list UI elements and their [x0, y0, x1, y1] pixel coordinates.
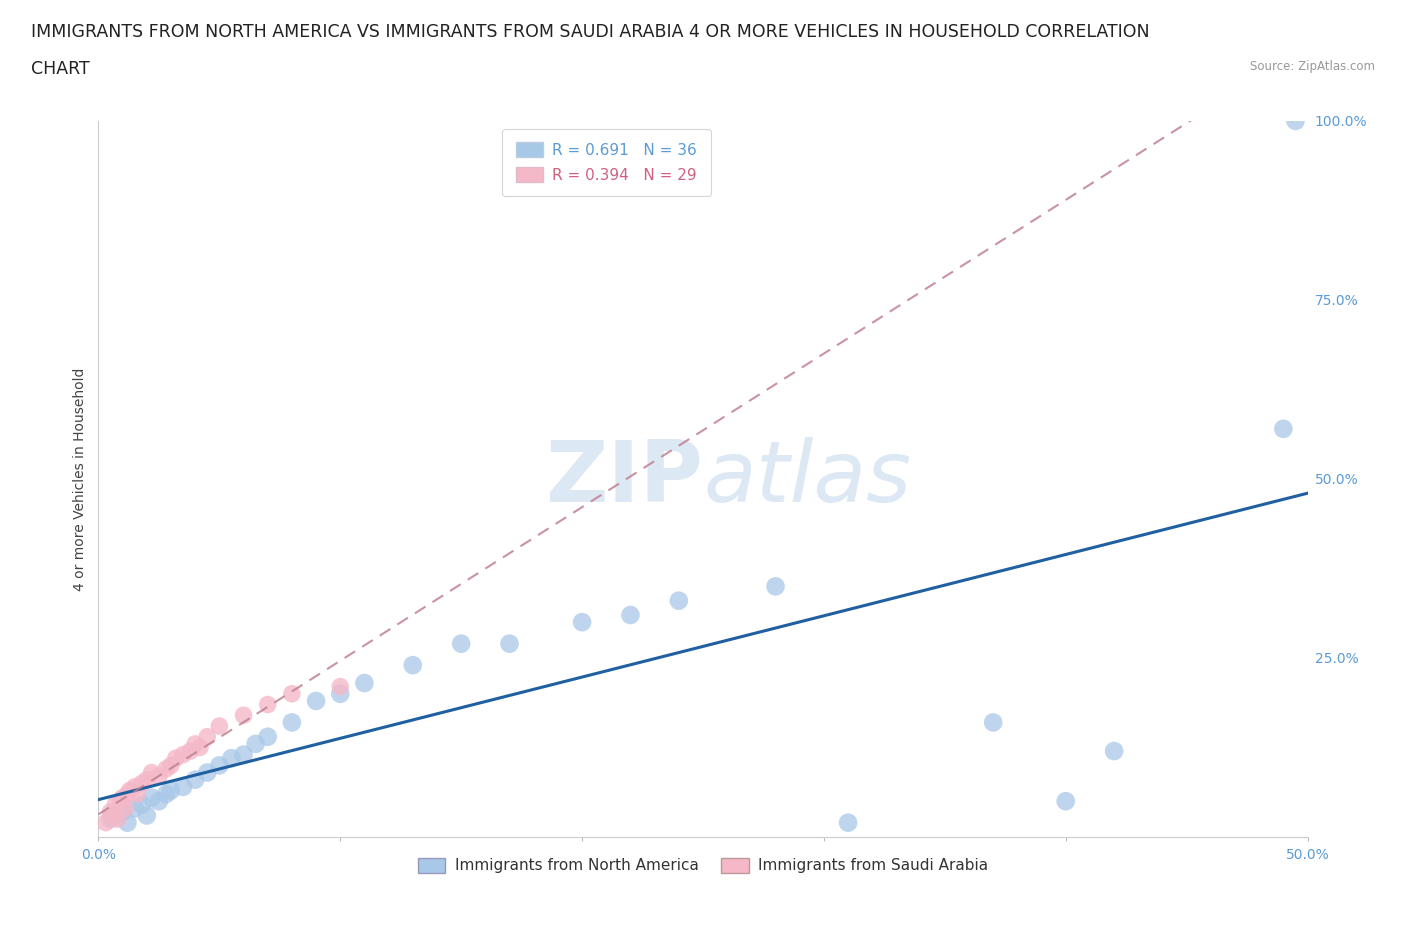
Point: [148, 794, 170, 809]
Point: [141, 765, 163, 780]
Text: Source: ZipAtlas.com: Source: ZipAtlas.com: [1250, 60, 1375, 73]
Point: [281, 686, 304, 701]
Point: [329, 686, 352, 701]
Point: [1272, 421, 1295, 436]
Point: [160, 758, 183, 773]
Point: [94, 816, 117, 830]
Point: [155, 762, 177, 777]
Point: [765, 578, 787, 594]
Point: [155, 787, 177, 802]
Point: [101, 808, 124, 823]
Point: [281, 715, 304, 730]
Point: [305, 694, 328, 709]
Point: [172, 747, 194, 762]
Point: [245, 737, 267, 751]
Point: [353, 675, 375, 690]
Point: [100, 812, 122, 827]
Point: [221, 751, 243, 765]
Point: [148, 769, 170, 784]
Text: CHART: CHART: [31, 60, 90, 78]
Point: [141, 790, 163, 805]
Point: [111, 804, 134, 819]
Point: [256, 729, 278, 744]
Point: [117, 816, 139, 830]
Point: [135, 772, 157, 787]
Point: [127, 787, 149, 802]
Point: [195, 729, 218, 744]
Point: [114, 801, 136, 816]
Point: [172, 779, 194, 794]
Point: [117, 787, 139, 802]
Point: [450, 636, 472, 651]
Y-axis label: 4 or more Vehicles in Household: 4 or more Vehicles in Household: [73, 367, 87, 591]
Point: [124, 801, 146, 816]
Point: [104, 797, 127, 812]
Point: [256, 698, 278, 712]
Point: [111, 790, 134, 805]
Point: [160, 783, 183, 798]
Legend: Immigrants from North America, Immigrants from Saudi Arabia: Immigrants from North America, Immigrant…: [412, 852, 994, 880]
Point: [107, 808, 129, 823]
Point: [131, 797, 153, 812]
Text: IMMIGRANTS FROM NORTH AMERICA VS IMMIGRANTS FROM SAUDI ARABIA 4 OR MORE VEHICLES: IMMIGRANTS FROM NORTH AMERICA VS IMMIGRA…: [31, 23, 1150, 41]
Point: [108, 794, 131, 809]
Point: [232, 747, 254, 762]
Point: [571, 615, 593, 630]
Point: [100, 804, 122, 819]
Text: atlas: atlas: [703, 437, 911, 521]
Point: [981, 715, 1004, 730]
Point: [619, 607, 641, 622]
Point: [1284, 113, 1306, 128]
Point: [1054, 794, 1077, 809]
Point: [498, 636, 520, 651]
Point: [668, 593, 690, 608]
Point: [208, 719, 231, 734]
Point: [402, 658, 425, 672]
Point: [1102, 744, 1125, 759]
Point: [131, 776, 153, 790]
Point: [135, 808, 157, 823]
Point: [179, 744, 201, 759]
Point: [184, 772, 207, 787]
Point: [329, 679, 352, 694]
Point: [165, 751, 187, 765]
Point: [188, 740, 211, 755]
Point: [208, 758, 231, 773]
Point: [232, 708, 254, 723]
Point: [837, 816, 859, 830]
Point: [195, 765, 218, 780]
Point: [184, 737, 207, 751]
Point: [107, 812, 129, 827]
Point: [124, 779, 146, 794]
Point: [118, 783, 141, 798]
Text: ZIP: ZIP: [546, 437, 703, 521]
